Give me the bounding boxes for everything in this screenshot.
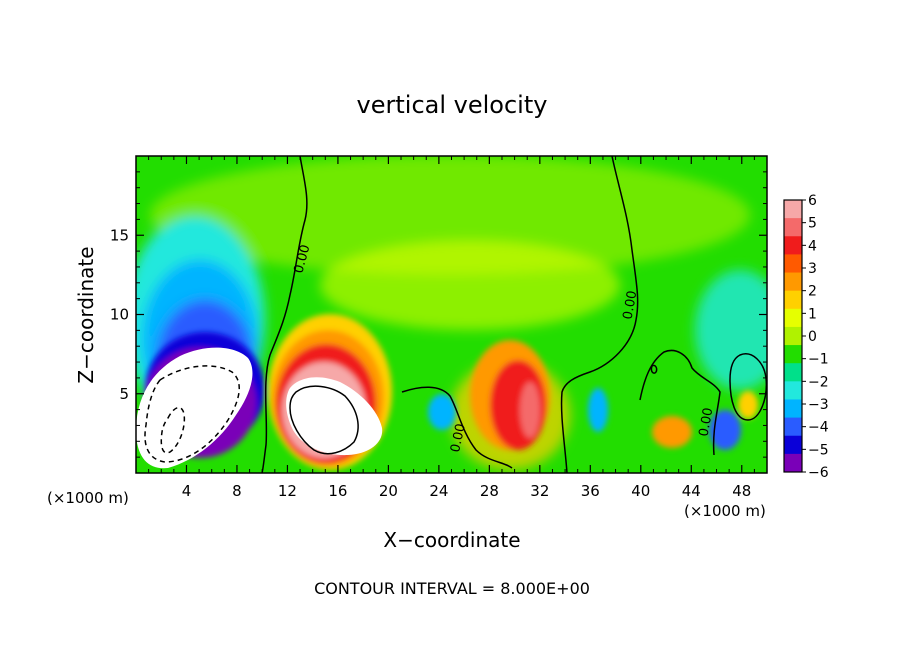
colorbar-label: 1 bbox=[808, 306, 817, 322]
colorbar-swatch bbox=[784, 326, 802, 346]
white-downdraft-core bbox=[136, 347, 253, 469]
mid-yellow-region bbox=[320, 240, 620, 330]
x-axis-label: X−coordinate bbox=[383, 528, 520, 552]
x-tick-label: 4 bbox=[182, 482, 192, 500]
colorbar-swatch bbox=[784, 381, 802, 400]
pink-updraft-center bbox=[520, 382, 540, 438]
chart-title: vertical velocity bbox=[357, 91, 548, 119]
contour-lines bbox=[144, 156, 767, 473]
colorbar-label: 2 bbox=[808, 284, 817, 300]
y-tick-label: 15 bbox=[110, 226, 129, 244]
zero-contour-east bbox=[639, 349, 721, 456]
zero-contour-right bbox=[560, 156, 639, 473]
colorbar-label: −3 bbox=[808, 397, 829, 413]
x-tick-label: 24 bbox=[429, 482, 448, 500]
white-updraft-core bbox=[286, 377, 383, 456]
x-tick-label: 36 bbox=[581, 482, 600, 500]
colorbar-swatch bbox=[784, 200, 802, 219]
x-tick-label: 20 bbox=[379, 482, 398, 500]
blue-downdraft-36 bbox=[588, 388, 608, 432]
blue-downdraft-26 bbox=[428, 394, 456, 430]
velocity-field bbox=[136, 156, 767, 473]
contour-label-right: 0.00 bbox=[621, 290, 641, 321]
contour-label-left: 0.00 bbox=[291, 243, 313, 275]
z-unit-label: (×1000 m) bbox=[684, 502, 766, 520]
orange-updraft-43 bbox=[652, 416, 692, 448]
colorbar-label: −2 bbox=[808, 374, 829, 390]
x-tick-label: 12 bbox=[278, 482, 297, 500]
colorbar-swatch bbox=[784, 308, 802, 328]
colorbar-swatch bbox=[784, 453, 802, 473]
x-unit-label: (×1000 m) bbox=[47, 489, 129, 507]
zero-contour-far-east bbox=[729, 353, 767, 421]
zero-contour-mid bbox=[401, 386, 513, 469]
zero-contour-left bbox=[261, 156, 308, 473]
positive-contour-inner bbox=[289, 385, 359, 455]
contour-interval-footer: CONTOUR INTERVAL = 8.000E+00 bbox=[314, 579, 590, 598]
colorbar-swatch bbox=[784, 399, 802, 419]
colorbar-label: 4 bbox=[808, 238, 817, 254]
colorbar-label: −5 bbox=[808, 442, 829, 458]
x-tick-label: 16 bbox=[328, 482, 347, 500]
y-axis-label: Z−coordinate bbox=[74, 246, 98, 383]
colorbar-swatch bbox=[784, 345, 802, 364]
x-tick-label: 28 bbox=[480, 482, 499, 500]
yellow-patch-right bbox=[738, 391, 758, 419]
colorbar-swatch bbox=[784, 218, 802, 237]
colorbar-swatch bbox=[784, 363, 802, 382]
colorbar-label: −6 bbox=[808, 465, 829, 481]
colorbar-label: −1 bbox=[808, 352, 829, 368]
x-axis-ticks: 4 8 12 16 20 24 28 32 36 40 44 48 bbox=[148, 156, 755, 500]
colorbar: 6 5 4 3 2 1 0 −1 −2 −3 −4 −5 −6 bbox=[783, 193, 829, 481]
x-tick-label: 44 bbox=[682, 482, 701, 500]
colorbar-label: 6 bbox=[808, 193, 817, 209]
colorbar-label: 5 bbox=[808, 216, 817, 232]
contour-label-mid: 0.00 bbox=[448, 422, 469, 453]
colorbar-swatch bbox=[784, 290, 802, 310]
y-tick-label: 5 bbox=[119, 385, 129, 403]
y-tick-label: 10 bbox=[110, 306, 129, 324]
negative-contour-inner bbox=[160, 406, 186, 454]
x-tick-label: 48 bbox=[732, 482, 751, 500]
contour-labels: 0.00 0.00 0.00 0.00 bbox=[291, 243, 716, 454]
colorbar-swatch bbox=[784, 435, 802, 455]
colorbar-label: 0 bbox=[808, 329, 817, 345]
zero-contour-small-loop bbox=[650, 364, 658, 374]
colorbar-swatch bbox=[784, 254, 802, 274]
colorbar-swatch bbox=[784, 417, 802, 437]
contour-label-east: 0.00 bbox=[697, 407, 717, 438]
x-tick-label: 32 bbox=[530, 482, 549, 500]
x-tick-label: 8 bbox=[232, 482, 242, 500]
colorbar-label: 3 bbox=[808, 261, 817, 277]
cyan-region-right bbox=[695, 270, 767, 390]
x-tick-label: 40 bbox=[631, 482, 650, 500]
colorbar-swatch bbox=[784, 236, 802, 255]
colorbar-label: −4 bbox=[808, 420, 829, 436]
y-axis-ticks: 5 10 15 bbox=[110, 171, 767, 458]
colorbar-swatch bbox=[784, 272, 802, 292]
negative-contour-outer bbox=[144, 365, 240, 463]
blue-downdraft-46 bbox=[709, 410, 741, 450]
